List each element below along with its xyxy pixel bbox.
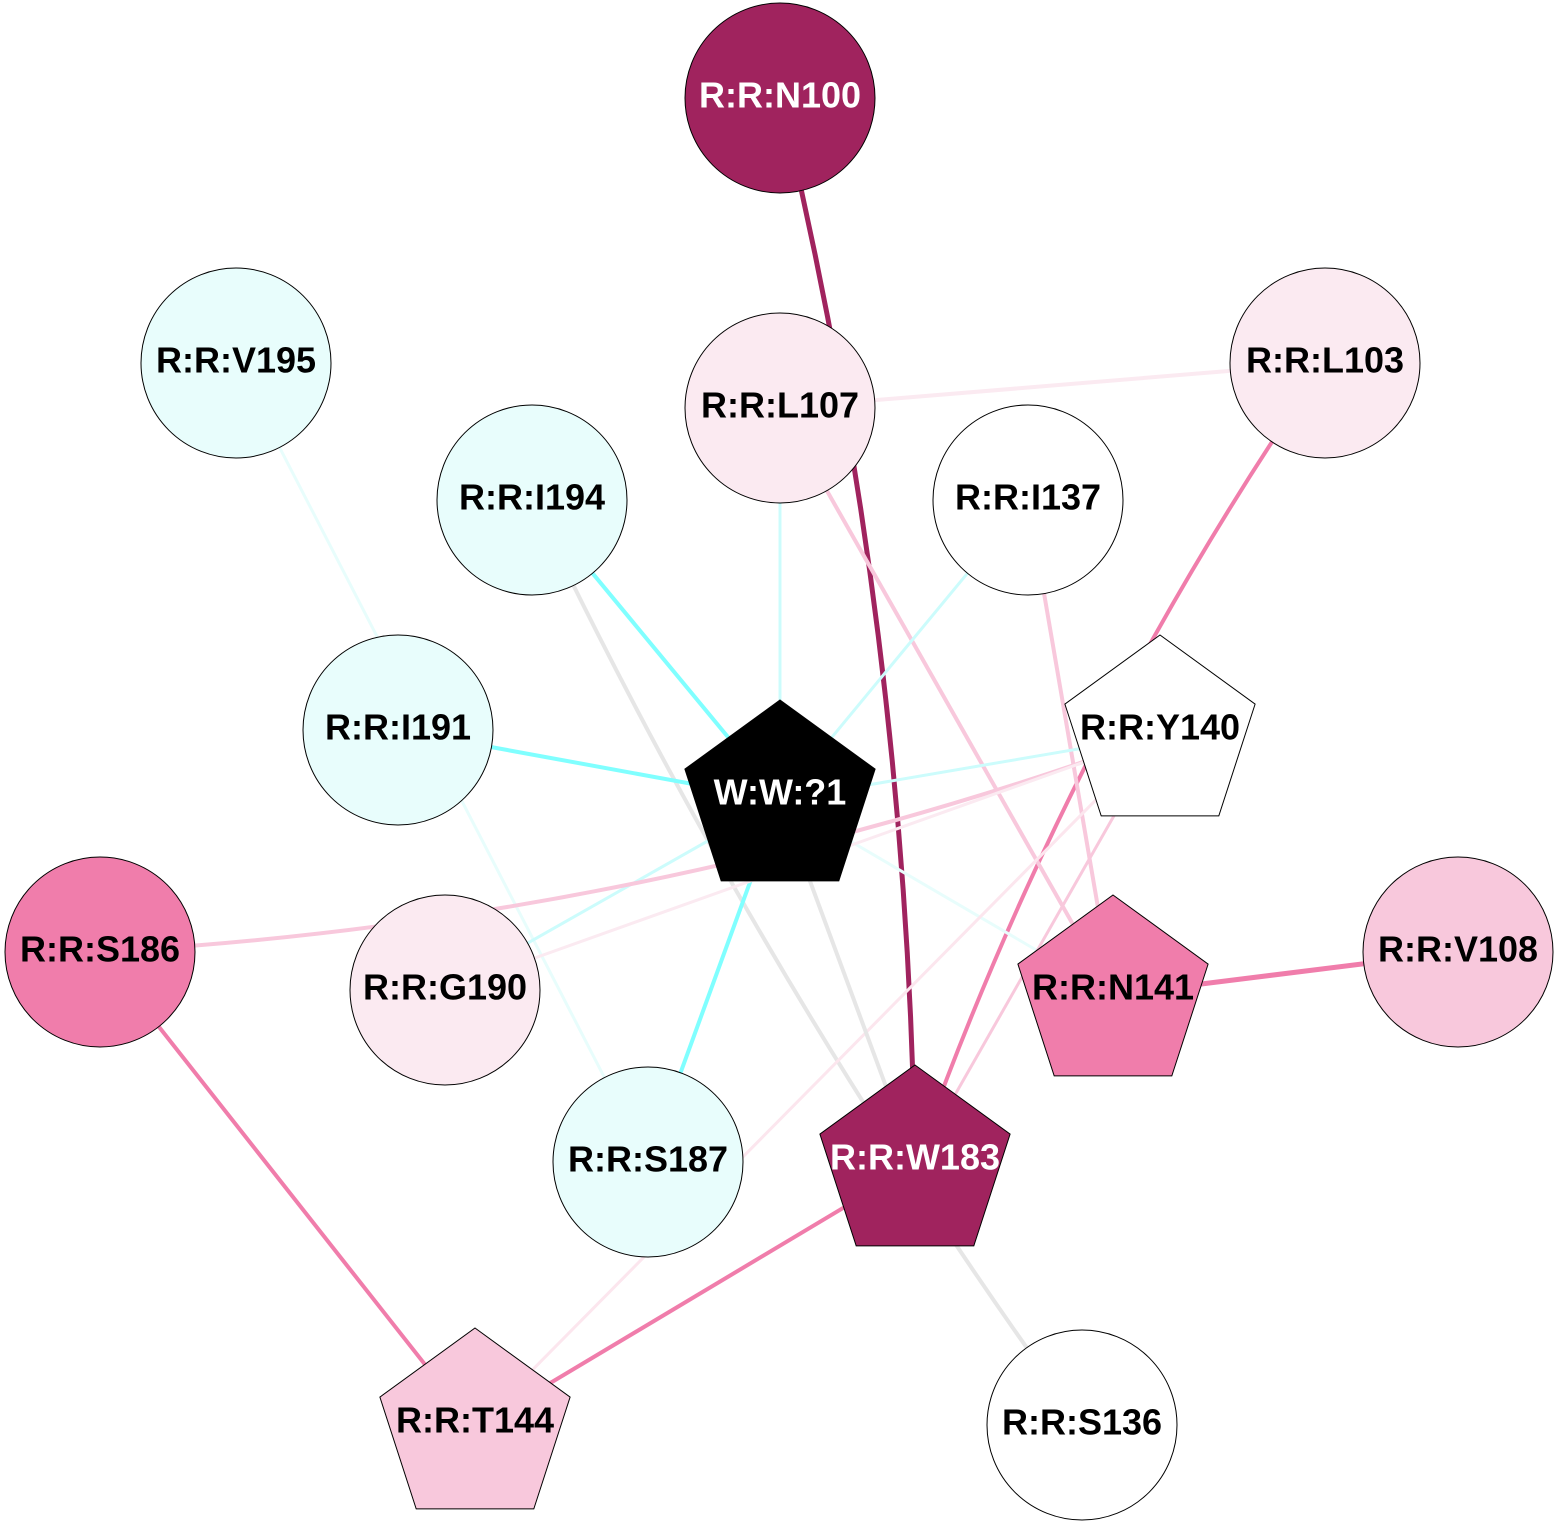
node-circle	[140, 267, 332, 459]
node-pentagon	[1017, 894, 1209, 1077]
node-circle	[684, 312, 876, 504]
node-label: R:R:N141	[1032, 967, 1194, 1008]
node-label: R:R:S187	[568, 1139, 728, 1180]
node-label: R:R:N100	[699, 75, 861, 116]
node-label: R:R:I137	[955, 477, 1101, 518]
node-circle	[986, 1329, 1178, 1521]
node-label: R:R:L107	[701, 385, 859, 426]
node-label: R:R:S136	[1002, 1402, 1162, 1443]
node-circle	[436, 404, 628, 596]
node-circle	[1362, 856, 1554, 1048]
node-label: R:R:V195	[156, 340, 316, 381]
node-pentagon	[1064, 634, 1256, 817]
node-label: R:R:L103	[1246, 340, 1404, 381]
edge	[777, 97, 918, 1166]
node-circle	[349, 894, 541, 1086]
node-circle	[302, 634, 494, 826]
node-label: R:R:I194	[459, 477, 605, 518]
node-label: R:R:G190	[363, 967, 527, 1008]
node-label: R:R:Y140	[1080, 707, 1240, 748]
node-pentagon	[684, 699, 876, 882]
node-label: R:R:W183	[830, 1137, 1000, 1178]
edge	[473, 733, 1162, 1430]
nodes: R:R:N100 R:R:V195 R:R:L107 R:R:L103 R:R:I194…	[4, 2, 1554, 1521]
node-circle	[552, 1066, 744, 1258]
node-label: R:R:V108	[1378, 929, 1538, 970]
node-label: R:R:I191	[325, 707, 471, 748]
node-circle	[684, 2, 876, 194]
node-circle	[4, 856, 196, 1048]
node-label: R:R:S186	[20, 929, 180, 970]
node-pentagon	[819, 1064, 1011, 1247]
node-label: W:W:?1	[714, 772, 847, 813]
edge	[99, 733, 1161, 954]
node-circle	[932, 404, 1124, 596]
node-label: R:R:T144	[396, 1400, 554, 1441]
edge	[530, 499, 1084, 1427]
node-circle	[1229, 267, 1421, 459]
node-pentagon	[379, 1327, 571, 1510]
